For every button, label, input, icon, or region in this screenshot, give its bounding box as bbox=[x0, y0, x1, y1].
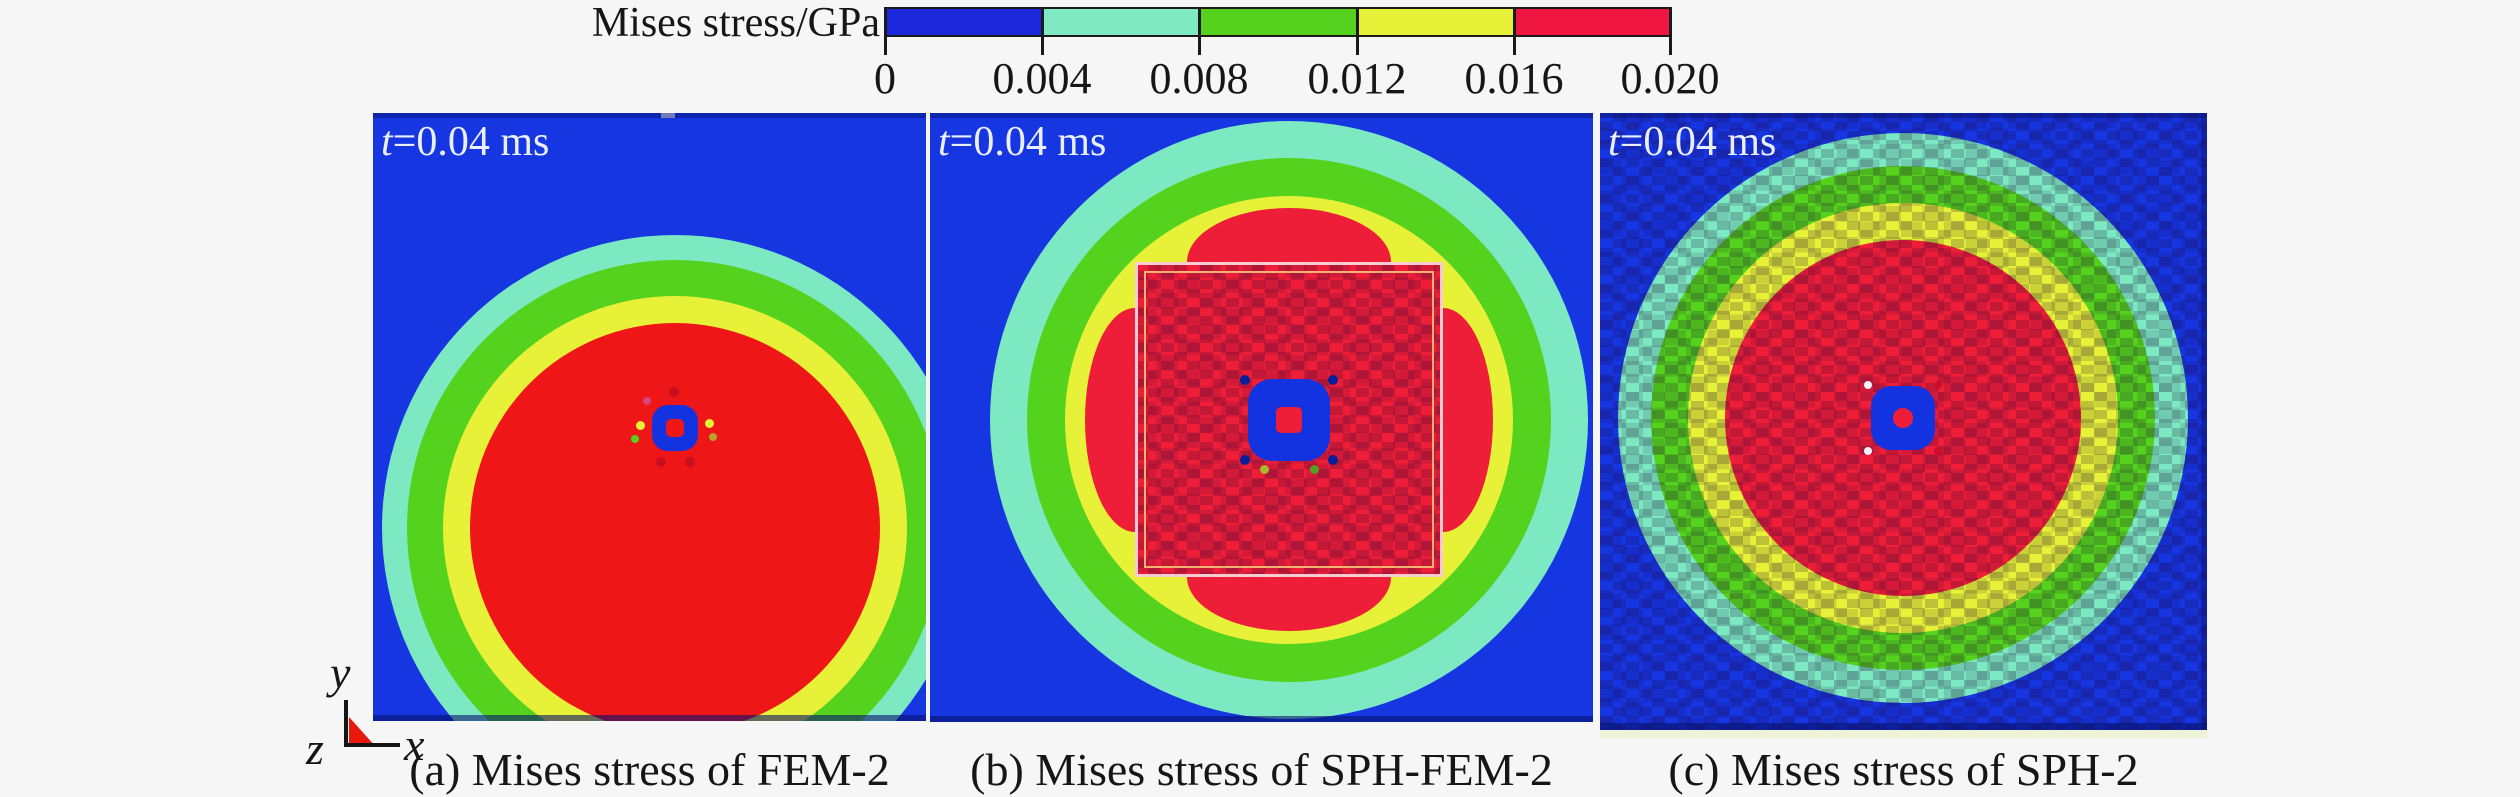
speckle-dot bbox=[636, 421, 645, 430]
speckle-dot bbox=[1240, 375, 1250, 385]
colorbar-tick bbox=[1669, 7, 1672, 55]
colorbar-tick-label: 0.012 bbox=[1307, 54, 1407, 103]
time-label: t=0.04 ms bbox=[1608, 119, 1776, 165]
speckle-dot bbox=[656, 457, 666, 467]
speckle-dot bbox=[631, 435, 639, 443]
caption-a: (a) Mises stress of FEM-2 bbox=[409, 744, 890, 795]
colorbar-tick bbox=[1198, 7, 1201, 55]
center-low-stress-zone bbox=[1871, 386, 1935, 450]
colorbar-tick-label: 0.016 bbox=[1464, 54, 1564, 103]
speckle-dot bbox=[669, 387, 679, 397]
time-label: t=0.04 ms bbox=[938, 119, 1106, 165]
speckle-dot bbox=[1328, 455, 1338, 465]
speckle-dot bbox=[1934, 381, 1942, 389]
time-variable: t bbox=[1608, 119, 1620, 165]
center-core bbox=[666, 419, 684, 437]
time-variable: t bbox=[938, 119, 950, 165]
colorbar-tick-label: 0.020 bbox=[1620, 54, 1720, 103]
panel-edge bbox=[373, 113, 926, 118]
caption-b: (b) Mises stress of SPH-FEM-2 bbox=[970, 744, 1553, 795]
speckle-dot bbox=[643, 397, 651, 405]
panel-fem2: t=0.04 ms bbox=[373, 113, 926, 721]
speckle-dot bbox=[709, 433, 717, 441]
colorbar bbox=[885, 7, 1671, 37]
colorbar-tick bbox=[1356, 7, 1359, 55]
panel-edge bbox=[930, 113, 1593, 118]
axis-y-line bbox=[344, 700, 348, 747]
time-value: =0.04 ms bbox=[949, 119, 1107, 165]
panel-edge bbox=[930, 716, 1593, 722]
axis-x-label: x bbox=[404, 719, 425, 770]
speckle-dot bbox=[1260, 465, 1269, 474]
speckle-dot bbox=[1864, 447, 1872, 455]
center-core bbox=[1893, 408, 1913, 428]
colorbar-segment-blue bbox=[887, 9, 1044, 35]
speckle-dot bbox=[705, 419, 714, 428]
time-value: =0.04 ms bbox=[1619, 119, 1777, 165]
center-low-stress-zone bbox=[1248, 379, 1330, 461]
speckle-dot bbox=[1328, 375, 1338, 385]
speckle-dot bbox=[1864, 381, 1872, 389]
colorbar-segment-aqua bbox=[1043, 9, 1200, 35]
stress-band-red bbox=[470, 323, 880, 721]
colorbar-segment-green bbox=[1199, 9, 1357, 35]
colorbar-tick-label: 0.008 bbox=[1149, 54, 1249, 103]
time-variable: t bbox=[381, 119, 393, 165]
panel-edge bbox=[373, 715, 926, 721]
axis-z-label: z bbox=[306, 723, 324, 774]
colorbar-tick bbox=[1513, 7, 1516, 55]
panel-sph-fem2: t=0.04 ms bbox=[930, 113, 1593, 722]
speckle-dot bbox=[685, 457, 695, 467]
colorbar-tick-label: 0.004 bbox=[992, 54, 1092, 103]
panel-edge bbox=[2201, 113, 2207, 738]
time-value: =0.04 ms bbox=[392, 119, 550, 165]
center-low-stress-zone bbox=[652, 405, 698, 451]
colorbar-title: Mises stress/GPa bbox=[591, 0, 880, 46]
panel-sph2: t=0.04 ms bbox=[1600, 113, 2207, 738]
axis-x-line bbox=[346, 743, 400, 747]
colorbar-tick-label: 0 bbox=[874, 54, 896, 103]
speckle-dot bbox=[1310, 465, 1319, 474]
center-core bbox=[1276, 407, 1302, 433]
axis-origin-marker bbox=[349, 717, 376, 747]
colorbar-tick bbox=[1041, 7, 1044, 55]
panel-edge bbox=[1600, 113, 2207, 118]
caption-c: (c) Mises stress of SPH-2 bbox=[1668, 744, 2139, 795]
panel-bottom-strip bbox=[1600, 730, 2207, 738]
colorbar-tick bbox=[884, 7, 887, 55]
sph-square-outline bbox=[1135, 262, 1443, 577]
speckle-dot bbox=[1240, 455, 1250, 465]
colorbar-segment-yellow bbox=[1356, 9, 1513, 35]
axis-y-label: y bbox=[330, 647, 351, 698]
panel-edge bbox=[1600, 723, 2207, 730]
colorbar-segment-red bbox=[1512, 9, 1670, 35]
sph-square-outline-inner bbox=[1144, 271, 1434, 568]
time-label: t=0.04 ms bbox=[381, 119, 549, 165]
speckle-dot bbox=[1934, 447, 1942, 455]
